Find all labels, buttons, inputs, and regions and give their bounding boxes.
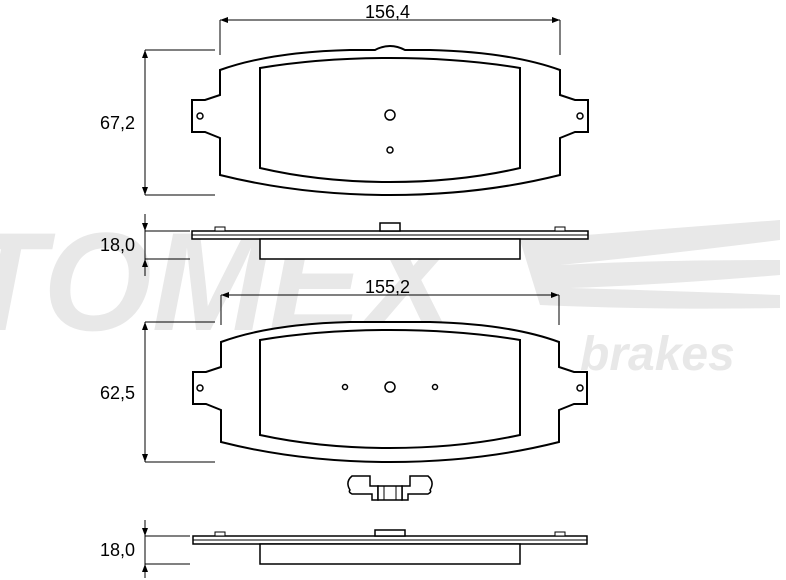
dim-bottom-width — [221, 292, 559, 325]
bottom-pad-front — [193, 322, 587, 462]
dim-bottom-thick — [142, 520, 190, 578]
wear-clip — [348, 476, 432, 500]
top-pad-side — [192, 223, 588, 259]
diagram-svg — [0, 0, 786, 580]
dim-top-thick — [142, 214, 190, 276]
bottom-pad-side — [193, 530, 587, 564]
top-pad-front — [192, 46, 588, 195]
